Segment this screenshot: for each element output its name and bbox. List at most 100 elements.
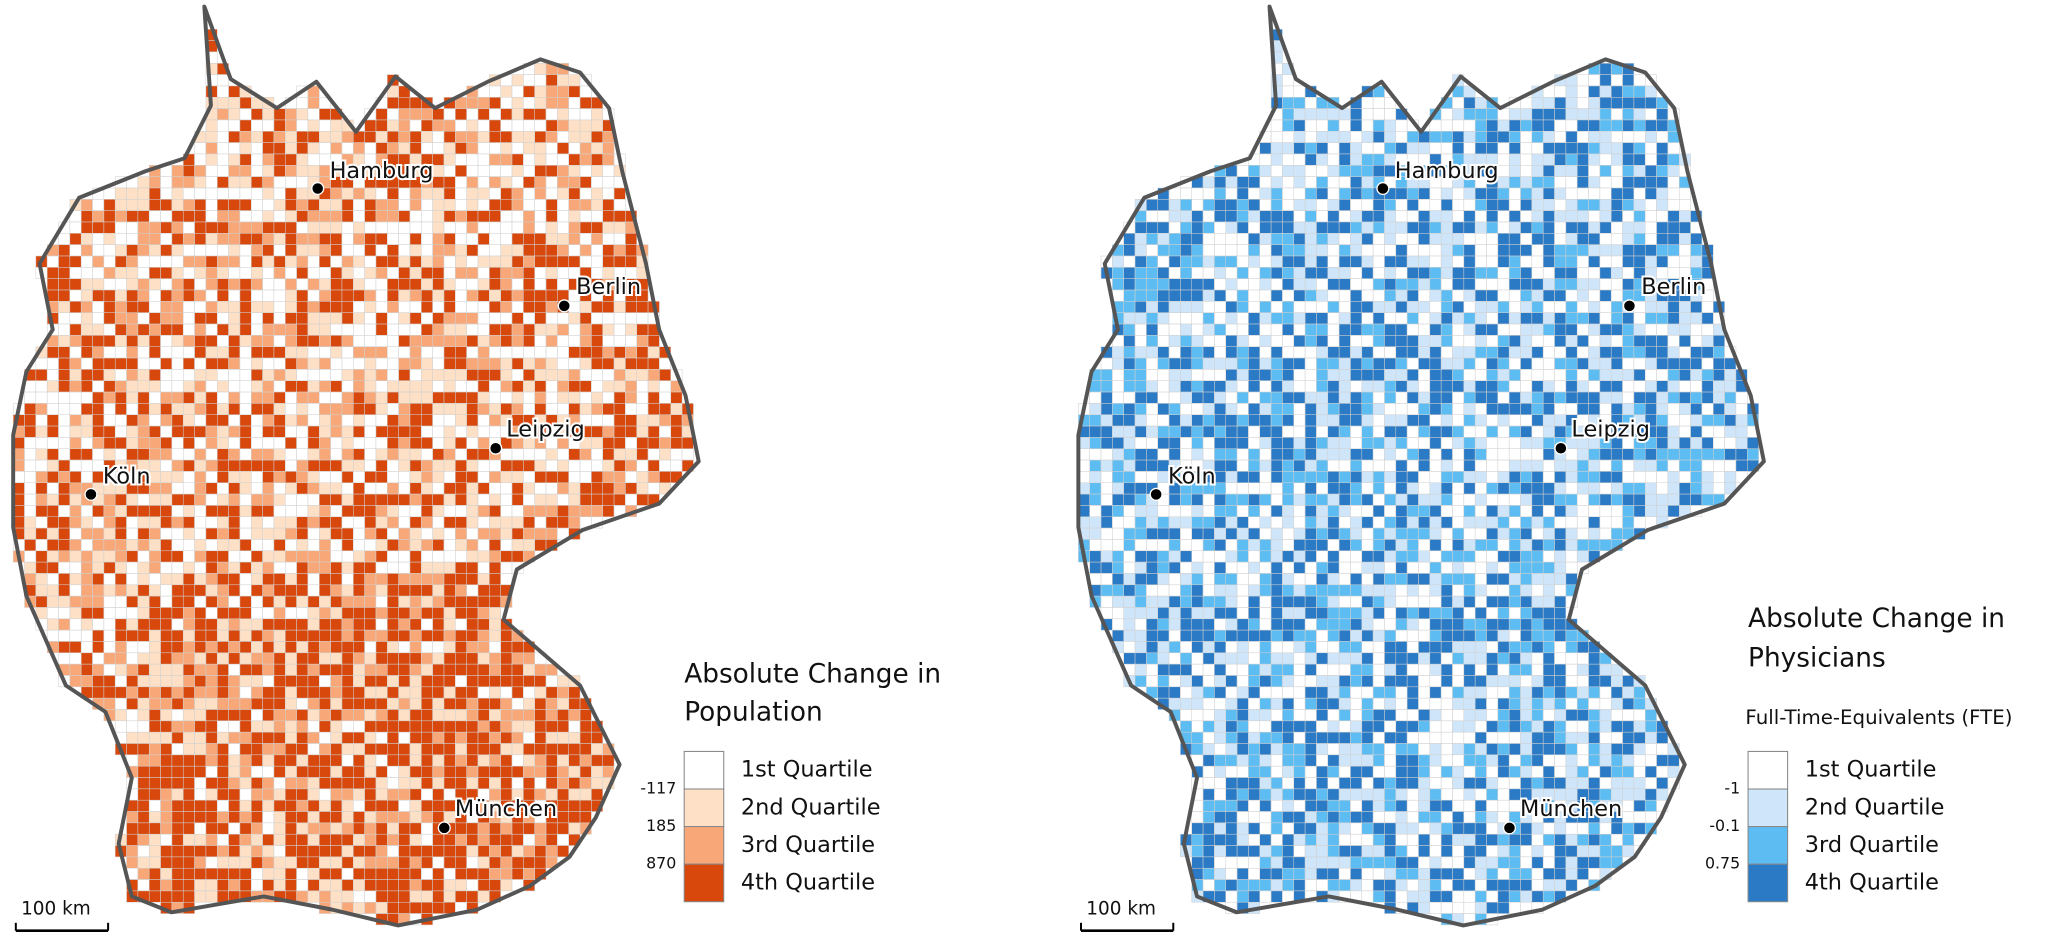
grid-cell — [511, 369, 524, 381]
grid-cell — [1282, 199, 1295, 211]
grid-cell — [602, 176, 615, 189]
grid-cell — [421, 255, 433, 268]
grid-cell — [307, 142, 320, 155]
grid-cell — [69, 493, 82, 506]
grid-cell — [591, 448, 603, 461]
grid-cell — [387, 199, 399, 211]
grid-cell — [1588, 176, 1601, 189]
grid-cell — [1225, 369, 1238, 381]
grid-cell — [1474, 108, 1487, 121]
grid-cell — [80, 607, 93, 620]
grid-cell — [557, 471, 569, 484]
grid-cell — [319, 289, 331, 302]
grid-cell — [1350, 403, 1363, 416]
grid-cell — [341, 448, 354, 461]
grid-cell — [613, 369, 626, 381]
grid-cell — [1406, 244, 1419, 257]
grid-cell — [171, 833, 184, 846]
grid-cell — [1214, 210, 1227, 223]
grid-cell — [46, 550, 59, 563]
grid-cell — [523, 255, 535, 268]
grid-cell — [523, 165, 535, 177]
grid-cell — [239, 811, 252, 824]
grid-cell — [1384, 403, 1397, 416]
grid-cell — [1304, 187, 1317, 200]
grid-cell — [228, 199, 241, 211]
grid-cell — [273, 131, 286, 143]
grid-cell — [421, 799, 433, 812]
grid-cell — [364, 187, 377, 200]
grid-cell — [353, 267, 365, 279]
grid-cell — [534, 233, 547, 245]
grid-cell — [375, 754, 388, 767]
grid-cell — [421, 879, 433, 892]
grid-cell — [466, 459, 479, 472]
grid-cell — [1429, 221, 1442, 234]
grid-cell — [171, 811, 184, 824]
grid-cell — [545, 267, 558, 279]
grid-cell — [171, 437, 184, 450]
grid-cell — [273, 663, 286, 676]
grid-cell — [409, 482, 422, 495]
grid-cell — [545, 743, 558, 756]
grid-cell — [1327, 414, 1340, 427]
grid-cell — [602, 199, 615, 211]
grid-cell — [1486, 187, 1499, 200]
grid-cell — [387, 380, 399, 393]
grid-cell — [1497, 391, 1510, 404]
grid-cell — [1157, 267, 1170, 279]
grid-cell — [387, 788, 399, 801]
grid-cell — [171, 890, 184, 903]
grid-cell — [273, 652, 286, 665]
grid-cell — [273, 119, 286, 132]
grid-cell — [1463, 142, 1476, 155]
grid-cell — [228, 335, 241, 347]
grid-cell — [1474, 346, 1487, 359]
grid-cell — [1112, 403, 1124, 416]
grid-cell — [1100, 403, 1113, 416]
grid-cell — [1554, 85, 1567, 98]
grid-cell — [46, 539, 59, 552]
grid-cell — [375, 289, 388, 302]
grid-cell — [511, 346, 524, 359]
grid-cell — [1610, 312, 1623, 325]
grid-cell — [1565, 346, 1578, 359]
grid-cell — [1395, 199, 1408, 211]
grid-cell — [262, 131, 275, 143]
grid-cell — [443, 686, 456, 699]
grid-cell — [398, 493, 411, 506]
grid-cell — [443, 312, 456, 325]
grid-cell — [579, 233, 592, 245]
grid-cell — [251, 437, 263, 450]
grid-cell — [1270, 301, 1283, 313]
grid-cell — [1282, 119, 1295, 132]
grid-cell — [1304, 233, 1317, 245]
grid-cell — [1248, 312, 1261, 325]
grid-cell — [285, 459, 297, 472]
grid-cell — [477, 550, 490, 563]
grid-cell — [1327, 221, 1340, 234]
grid-cell — [364, 720, 377, 733]
grid-cell — [1486, 289, 1499, 302]
grid-cell — [1429, 391, 1442, 404]
grid-cell — [1225, 403, 1238, 416]
grid-cell — [421, 425, 433, 438]
grid-cell — [353, 437, 365, 450]
grid-cell — [1225, 210, 1238, 223]
grid-cell — [489, 879, 501, 892]
grid-cell — [330, 199, 343, 211]
grid-cell — [1350, 255, 1363, 268]
grid-cell — [511, 493, 524, 506]
grid-cell — [625, 335, 638, 347]
grid-cell — [1225, 278, 1238, 291]
grid-cell — [523, 335, 535, 347]
grid-cell — [1588, 267, 1601, 279]
grid-cell — [409, 278, 422, 291]
grid-cell — [251, 595, 263, 608]
grid-cell — [205, 856, 218, 869]
grid-cell — [296, 743, 309, 756]
grid-cell — [568, 312, 581, 325]
grid-cell — [239, 165, 252, 177]
grid-cell — [636, 471, 649, 484]
grid-cell — [466, 493, 479, 506]
